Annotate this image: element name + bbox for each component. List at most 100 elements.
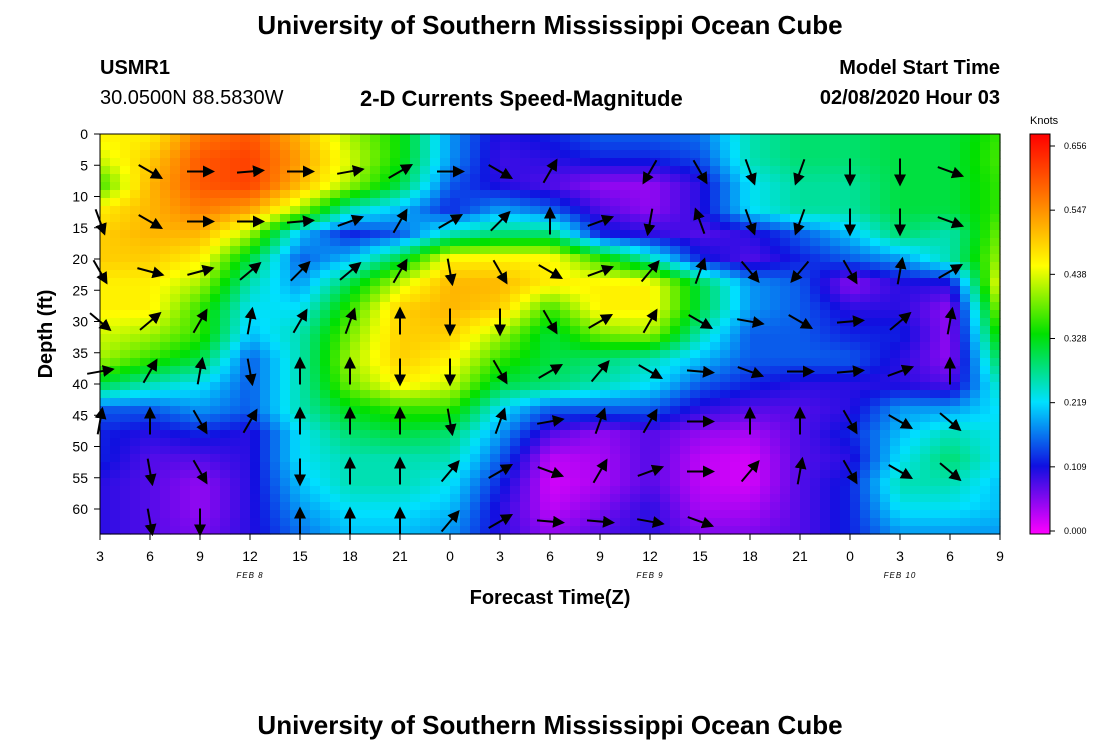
- heatmap-cell: [660, 254, 671, 263]
- heatmap-cell: [570, 342, 581, 351]
- heatmap-cell: [430, 302, 441, 311]
- heatmap-cell: [530, 238, 541, 247]
- heatmap-cell: [800, 326, 811, 335]
- heatmap-cell: [610, 374, 621, 383]
- heatmap-cell: [680, 374, 691, 383]
- heatmap-cell: [130, 286, 141, 295]
- heatmap-cell: [290, 422, 301, 431]
- heatmap-cell: [790, 374, 801, 383]
- heatmap-cell: [770, 526, 781, 535]
- heatmap-cell: [140, 302, 151, 311]
- heatmap-cell: [790, 454, 801, 463]
- heatmap-cell: [150, 390, 161, 399]
- heatmap-cell: [430, 390, 441, 399]
- heatmap-cell: [410, 230, 421, 239]
- heatmap-cell: [230, 342, 241, 351]
- heatmap-cell: [320, 486, 331, 495]
- heatmap-cell: [160, 414, 171, 423]
- heatmap-cell: [700, 342, 711, 351]
- heatmap-cell: [660, 134, 671, 143]
- heatmap-cell: [710, 182, 721, 191]
- heatmap-cell: [700, 142, 711, 151]
- heatmap-cell: [540, 190, 551, 199]
- current-vector: [693, 207, 706, 235]
- heatmap-cell: [520, 238, 531, 247]
- heatmap-cell: [960, 430, 971, 439]
- heatmap-cell: [760, 326, 771, 335]
- heatmap-cell: [920, 350, 931, 359]
- heatmap-cell: [320, 278, 331, 287]
- heatmap-cell: [130, 502, 141, 511]
- heatmap-cell: [920, 134, 931, 143]
- heatmap-cell: [330, 270, 341, 279]
- heatmap-cell: [880, 374, 891, 383]
- heatmap-cell: [230, 182, 241, 191]
- heatmap-cell: [440, 518, 451, 527]
- heatmap-cell: [450, 318, 461, 327]
- heatmap-cell: [380, 350, 391, 359]
- heatmap-cell: [550, 174, 561, 183]
- heatmap-cell: [570, 350, 581, 359]
- heatmap-cell: [740, 510, 751, 519]
- heatmap-cell: [770, 270, 781, 279]
- heatmap-cell: [830, 134, 841, 143]
- heatmap-cell: [660, 198, 671, 207]
- heatmap-cell: [810, 262, 821, 271]
- heatmap-cell: [190, 166, 201, 175]
- heatmap-cell: [830, 486, 841, 495]
- heatmap-cell: [220, 398, 231, 407]
- heatmap-cell: [360, 478, 371, 487]
- heatmap-cell: [140, 510, 151, 519]
- heatmap-cell: [630, 166, 641, 175]
- heatmap-cell: [260, 302, 271, 311]
- heatmap-cell: [450, 398, 461, 407]
- heatmap-cell: [870, 286, 881, 295]
- heatmap-cell: [800, 422, 811, 431]
- heatmap-cell: [310, 350, 321, 359]
- heatmap-cell: [110, 478, 121, 487]
- heatmap-cell: [510, 190, 521, 199]
- heatmap-cell: [790, 318, 801, 327]
- heatmap-cell: [360, 158, 371, 167]
- heatmap-cell: [240, 414, 251, 423]
- heatmap-cell: [930, 502, 941, 511]
- heatmap-cell: [230, 270, 241, 279]
- heatmap-cell: [670, 246, 681, 255]
- heatmap-cell: [620, 430, 631, 439]
- heatmap-cell: [820, 374, 831, 383]
- heatmap-cell: [780, 270, 791, 279]
- heatmap-cell: [800, 230, 811, 239]
- heatmap-cell: [920, 158, 931, 167]
- heatmap-cell: [700, 406, 711, 415]
- heatmap-cell: [260, 246, 271, 255]
- heatmap-cell: [750, 150, 761, 159]
- heatmap-cell: [380, 142, 391, 151]
- heatmap-cell: [480, 166, 491, 175]
- heatmap-cell: [480, 518, 491, 527]
- heatmap-cell: [500, 190, 511, 199]
- heatmap-cell: [300, 238, 311, 247]
- heatmap-cell: [730, 406, 741, 415]
- heatmap-cell: [710, 326, 721, 335]
- heatmap-cell: [320, 358, 331, 367]
- heatmap-cell: [760, 134, 771, 143]
- heatmap-cell: [730, 286, 741, 295]
- heatmap-cell: [860, 246, 871, 255]
- heatmap-cell: [860, 270, 871, 279]
- heatmap-cell: [140, 222, 151, 231]
- heatmap-cell: [490, 254, 501, 263]
- heatmap-cell: [580, 198, 591, 207]
- heatmap-cell: [890, 190, 901, 199]
- heatmap-cell: [990, 278, 1001, 287]
- heatmap-cell: [450, 526, 461, 535]
- heatmap-cell: [720, 526, 731, 535]
- heatmap-cell: [130, 358, 141, 367]
- heatmap-cell: [610, 206, 621, 215]
- heatmap-cell: [870, 518, 881, 527]
- heatmap-cell: [350, 246, 361, 255]
- heatmap-cell: [800, 142, 811, 151]
- heatmap-cell: [330, 470, 341, 479]
- heatmap-cell: [680, 462, 691, 471]
- current-vector: [793, 208, 806, 236]
- heatmap-cell: [470, 278, 481, 287]
